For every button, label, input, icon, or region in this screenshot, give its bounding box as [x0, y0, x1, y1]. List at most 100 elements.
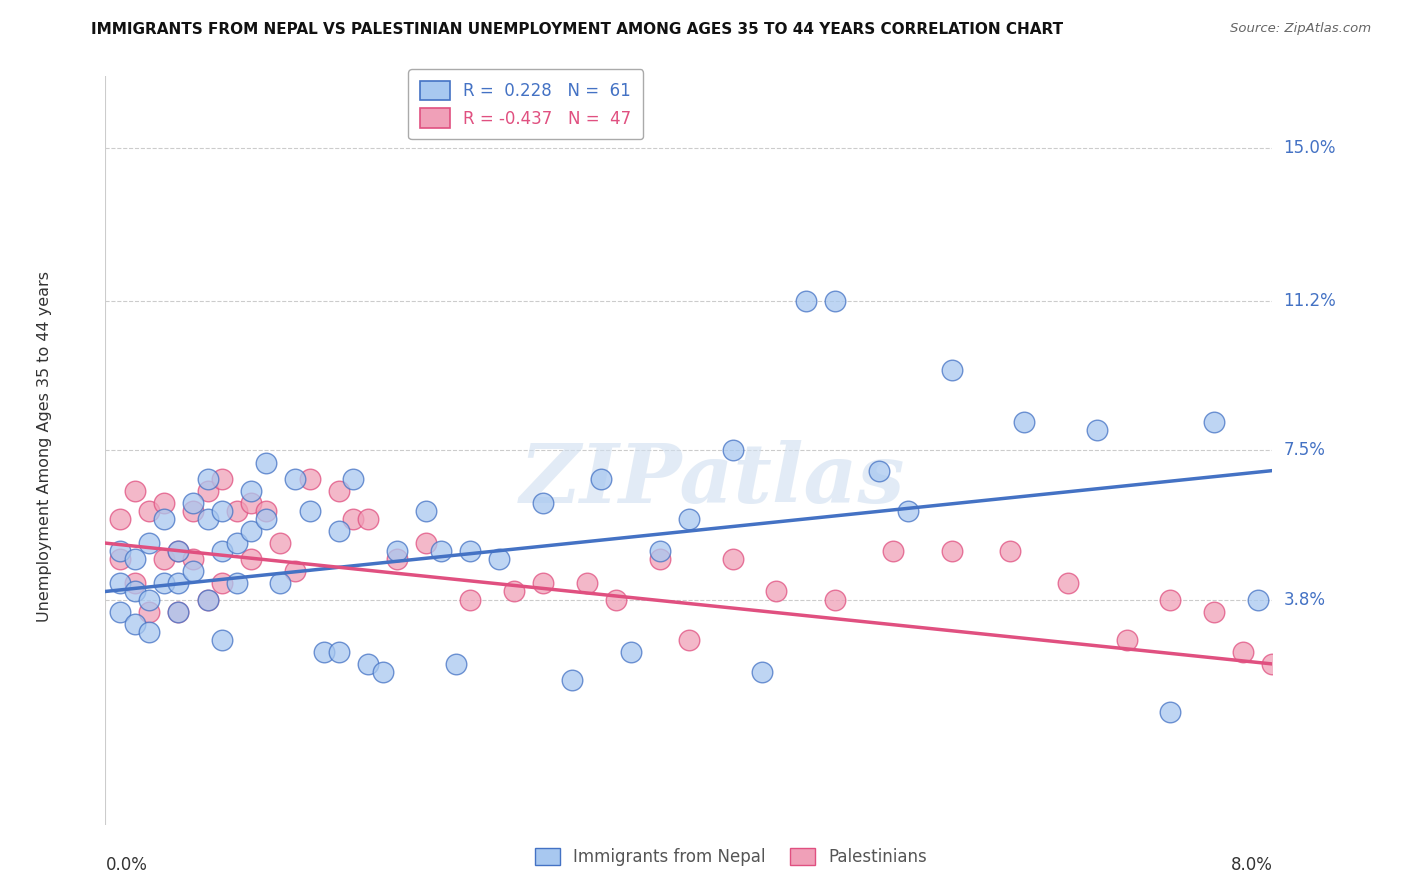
Point [648, 552, 671, 566]
Point [181, 552, 204, 566]
Text: 7.5%: 7.5% [1284, 442, 1326, 459]
Point [998, 544, 1021, 558]
Point [314, 645, 336, 659]
Point [225, 576, 247, 591]
Point [108, 544, 131, 558]
Text: Unemployment Among Ages 35 to 44 years: Unemployment Among Ages 35 to 44 years [38, 270, 52, 622]
Point [138, 536, 160, 550]
Point [1204, 605, 1226, 619]
Point [270, 576, 292, 591]
Point [824, 294, 846, 309]
Point [503, 584, 526, 599]
Point [941, 544, 963, 558]
Point [882, 544, 904, 558]
Point [138, 605, 160, 619]
Point [591, 472, 613, 486]
Point [458, 592, 481, 607]
Point [211, 544, 233, 558]
Point [181, 496, 204, 510]
Point [1159, 706, 1181, 720]
Point [1115, 632, 1137, 647]
Point [415, 504, 437, 518]
Point [124, 483, 146, 498]
Text: ZIPatlas: ZIPatlas [520, 441, 905, 520]
Text: 15.0%: 15.0% [1284, 139, 1336, 157]
Point [153, 576, 174, 591]
Point [328, 483, 350, 498]
Point [240, 496, 263, 510]
Point [167, 605, 190, 619]
Point [284, 472, 307, 486]
Point [751, 665, 773, 679]
Point [197, 592, 219, 607]
Point [1014, 415, 1036, 429]
Point [605, 592, 627, 607]
Text: 11.2%: 11.2% [1284, 293, 1336, 310]
Point [1247, 592, 1270, 607]
Point [357, 657, 380, 671]
Point [488, 552, 510, 566]
Legend: Immigrants from Nepal, Palestinians: Immigrants from Nepal, Palestinians [526, 840, 936, 875]
Point [138, 592, 160, 607]
Point [153, 512, 174, 526]
Point [284, 564, 307, 578]
Point [270, 536, 292, 550]
Point [342, 472, 364, 486]
Point [824, 592, 846, 607]
Point [794, 294, 817, 309]
Point [225, 504, 247, 518]
Point [211, 504, 233, 518]
Point [254, 456, 277, 470]
Point [197, 512, 219, 526]
Point [721, 443, 744, 458]
Point [575, 576, 598, 591]
Point [1204, 415, 1226, 429]
Point [240, 524, 263, 538]
Point [619, 645, 641, 659]
Point [444, 657, 467, 671]
Point [254, 512, 277, 526]
Point [108, 576, 131, 591]
Text: 8.0%: 8.0% [1230, 855, 1272, 873]
Point [357, 512, 380, 526]
Point [561, 673, 583, 687]
Point [167, 544, 190, 558]
Text: 3.8%: 3.8% [1284, 591, 1326, 608]
Point [197, 483, 219, 498]
Point [1159, 592, 1181, 607]
Point [531, 496, 554, 510]
Point [240, 483, 263, 498]
Point [124, 616, 146, 631]
Point [181, 564, 204, 578]
Point [941, 363, 963, 377]
Point [328, 645, 350, 659]
Point [721, 552, 744, 566]
Point [124, 576, 146, 591]
Point [211, 472, 233, 486]
Point [124, 552, 146, 566]
Point [181, 504, 204, 518]
Point [1057, 576, 1080, 591]
Point [138, 624, 160, 639]
Text: Source: ZipAtlas.com: Source: ZipAtlas.com [1230, 22, 1371, 36]
Point [1261, 657, 1284, 671]
Point [167, 576, 190, 591]
Point [298, 504, 321, 518]
Point [197, 472, 219, 486]
Point [108, 512, 131, 526]
Point [415, 536, 437, 550]
Point [430, 544, 453, 558]
Point [531, 576, 554, 591]
Point [385, 552, 409, 566]
Point [240, 552, 263, 566]
Point [138, 504, 160, 518]
Point [211, 576, 233, 591]
Point [1232, 645, 1254, 659]
Point [1087, 423, 1109, 437]
Point [765, 584, 787, 599]
Point [225, 536, 247, 550]
Point [385, 544, 409, 558]
Point [197, 592, 219, 607]
Point [897, 504, 920, 518]
Point [211, 632, 233, 647]
